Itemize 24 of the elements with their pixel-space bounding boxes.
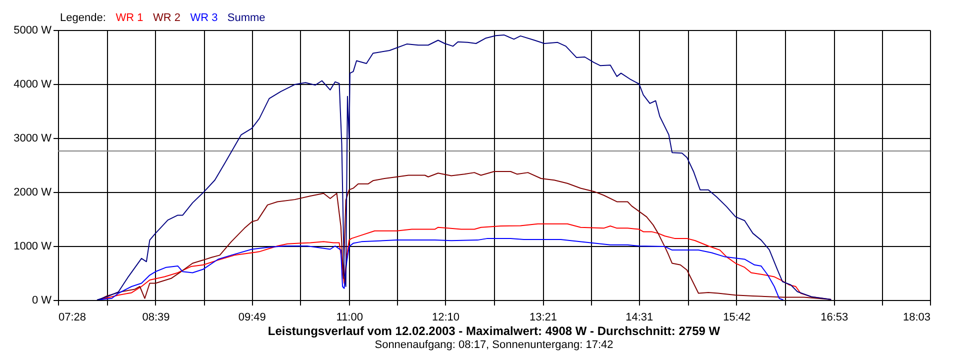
- x-tick-label: 15:42: [723, 312, 751, 324]
- y-tick-label: 0 W: [32, 294, 52, 306]
- text: WR 1: [116, 12, 144, 24]
- legend-title: Legende:: [60, 12, 106, 24]
- y-tick-label: 5000 W: [14, 24, 52, 36]
- y-tick-label: 4000 W: [14, 78, 52, 90]
- text: Leistungsverlauf vom 12.02.2003 - Maximalwert: 4908 W - Durchschnitt: 2759 W: [268, 324, 721, 338]
- text: WR 2: [153, 12, 180, 24]
- x-tick-label: 13:21: [529, 312, 558, 324]
- text: Summe: [227, 12, 266, 24]
- text: WR 3: [190, 12, 218, 24]
- y-tick-label: 3000 W: [14, 132, 52, 144]
- x-tick-label: 11:00: [336, 312, 363, 324]
- x-tick-label: 07:28: [58, 312, 86, 324]
- x-tick-label: 08:39: [142, 312, 170, 324]
- x-tick-label: 18:03: [902, 312, 930, 324]
- x-tick-label: 12:10: [432, 312, 460, 324]
- x-tick-label: 09:49: [238, 312, 266, 324]
- y-tick-label: 2000 W: [14, 186, 52, 198]
- x-tick-label: 14:31: [626, 312, 654, 324]
- text: Sonnenaufgang: 08:17, Sonnenuntergang: 17:42: [374, 339, 614, 351]
- line-series: [96, 34, 832, 300]
- x-tick-label: 16:53: [820, 312, 848, 324]
- y-tick-label: 1000 W: [14, 240, 52, 252]
